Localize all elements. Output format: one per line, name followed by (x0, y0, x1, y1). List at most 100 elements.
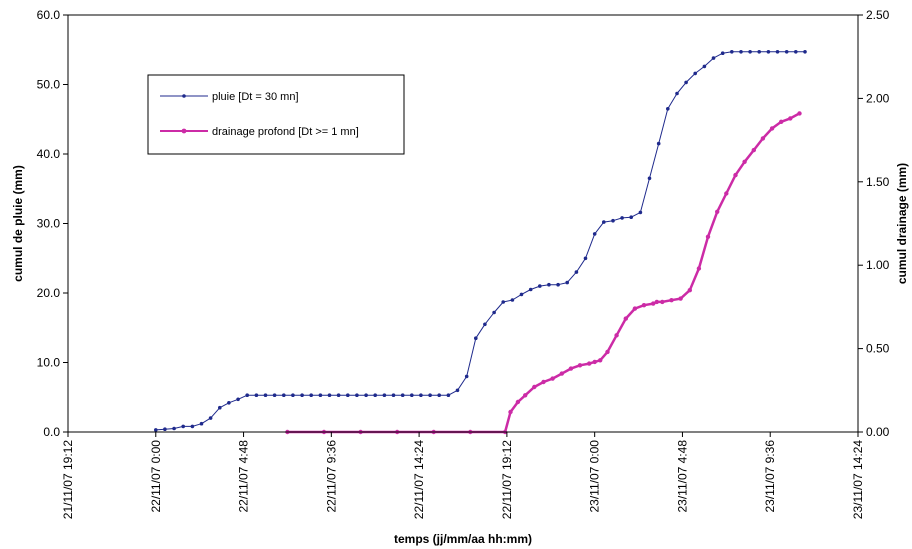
data-point-pluie (254, 393, 259, 398)
x-tick-label: 22/11/07 4:48 (237, 440, 251, 513)
data-point-drainage (598, 358, 603, 363)
data-point-drainage (760, 136, 766, 141)
x-tick-label: 22/11/07 19:12 (500, 440, 514, 520)
x-tick-label: 22/11/07 14:24 (412, 440, 426, 520)
data-point-pluie (748, 50, 752, 54)
data-point-drainage (614, 333, 619, 338)
legend-pluie-marker (182, 94, 186, 98)
x-tick-label: 22/11/07 9:36 (324, 440, 338, 513)
data-point-pluie (181, 424, 185, 429)
data-point-pluie (775, 50, 780, 54)
data-point-drainage (660, 299, 665, 305)
data-point-pluie (794, 50, 798, 54)
data-point-pluie (693, 71, 697, 76)
legend-drainage-marker (181, 128, 187, 134)
data-point-pluie (720, 51, 725, 55)
data-point-pluie (565, 280, 569, 285)
data-point-pluie (638, 210, 643, 215)
data-point-pluie (373, 393, 378, 398)
data-point-drainage (651, 301, 656, 306)
legend-box (147, 74, 405, 155)
data-point-drainage (605, 349, 610, 355)
data-point-pluie (528, 287, 533, 292)
data-point-pluie (318, 393, 323, 398)
data-point-drainage (568, 366, 574, 371)
data-point-pluie (702, 64, 707, 69)
data-point-pluie (583, 256, 588, 261)
data-point-pluie (803, 50, 807, 54)
data-point-drainage (508, 409, 513, 415)
data-point-pluie (327, 393, 332, 398)
data-point-pluie (236, 397, 240, 402)
data-point-drainage (678, 296, 683, 301)
data-point-pluie (227, 401, 231, 405)
data-point-pluie (730, 50, 734, 54)
y-left-tick-label: 60.0 (37, 8, 61, 22)
data-point-drainage (715, 209, 720, 214)
data-point-pluie (574, 270, 579, 274)
y-left-tick-label: 10.0 (37, 356, 61, 370)
data-point-pluie (711, 56, 716, 60)
y-left-tick-label: 50.0 (37, 78, 61, 92)
data-point-pluie (547, 282, 551, 287)
data-point-pluie (455, 388, 460, 393)
data-point-pluie (666, 107, 670, 111)
y-axis-right-title: cumul drainage (mm) (895, 163, 909, 284)
y-left-tick-label: 40.0 (37, 147, 61, 161)
data-point-pluie (602, 220, 606, 224)
y-right-tick-label: 0.50 (866, 342, 890, 356)
data-point-pluie (272, 393, 277, 398)
data-point-pluie (400, 393, 405, 398)
data-point-pluie (437, 393, 442, 398)
data-point-drainage (632, 306, 638, 311)
data-point-drainage (788, 116, 793, 121)
data-point-pluie (647, 176, 652, 181)
data-point-pluie (474, 336, 478, 341)
series-line-drainage (287, 112, 801, 434)
data-point-pluie (364, 393, 368, 398)
data-point-pluie (501, 300, 506, 304)
data-point-pluie (483, 322, 487, 327)
x-tick-label: 23/11/07 4:48 (675, 440, 689, 513)
data-point-drainage (587, 361, 592, 366)
data-point-pluie (784, 50, 789, 54)
data-point-pluie (245, 393, 249, 398)
data-point-pluie (757, 50, 761, 54)
x-tick-label: 23/11/07 9:36 (763, 440, 777, 513)
data-point-pluie (675, 91, 679, 96)
data-point-pluie (464, 374, 469, 379)
data-point-drainage (696, 266, 702, 271)
legend-drainage-label: drainage profond [Dt >= 1 mn] (212, 126, 359, 138)
y-left-tick-label: 20.0 (37, 286, 61, 300)
data-point-pluie (620, 216, 624, 220)
data-point-pluie (538, 284, 542, 288)
data-point-pluie (309, 393, 314, 398)
data-point-pluie (263, 393, 268, 398)
series-layer (154, 50, 807, 435)
x-tick-label: 21/11/07 19:12 (61, 440, 75, 520)
data-point-pluie (172, 426, 176, 431)
data-point-pluie (291, 393, 295, 398)
data-point-pluie (519, 292, 524, 297)
data-point-pluie (336, 393, 341, 398)
data-point-pluie (428, 393, 432, 398)
data-point-drainage (669, 298, 674, 303)
data-point-pluie (656, 141, 661, 146)
data-point-pluie (510, 298, 515, 302)
data-point-drainage (541, 379, 546, 385)
data-point-pluie (592, 232, 597, 236)
y-right-tick-label: 1.50 (866, 175, 890, 189)
legend: pluie [Dt = 30 mn] drainage profond [Dt … (147, 74, 405, 155)
data-point-drainage (654, 299, 659, 305)
data-point-drainage (550, 376, 555, 381)
data-point-drainage (592, 359, 597, 365)
data-point-drainage (705, 234, 711, 239)
data-point-drainage (532, 384, 537, 390)
data-point-pluie (300, 393, 304, 398)
data-point-drainage (577, 363, 583, 368)
data-point-pluie (382, 393, 387, 398)
data-point-pluie (190, 424, 195, 429)
data-point-pluie (419, 393, 423, 398)
data-point-drainage (641, 303, 647, 308)
